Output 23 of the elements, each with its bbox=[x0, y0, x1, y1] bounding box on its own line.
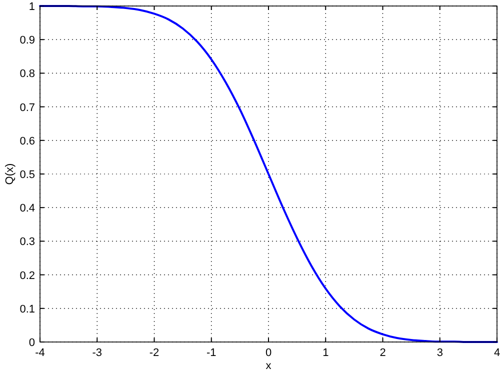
x-tick-label: -4 bbox=[35, 347, 45, 359]
x-tick-label: 0 bbox=[265, 347, 272, 359]
x-tick-label: -3 bbox=[92, 347, 102, 359]
x-tick-label: -1 bbox=[206, 347, 216, 359]
x-tick-label: -2 bbox=[149, 347, 160, 359]
y-tick-label: 0.9 bbox=[20, 34, 35, 47]
y-tick-label: 0.6 bbox=[20, 135, 35, 148]
x-tick-label: 3 bbox=[436, 347, 443, 359]
x-tick-label: 4 bbox=[494, 347, 500, 359]
y-tick-label: 0.3 bbox=[20, 236, 35, 248]
y-tick-label: 0 bbox=[28, 337, 35, 349]
y-tick-label: 0.7 bbox=[20, 102, 35, 114]
line-series bbox=[39, 5, 498, 343]
x-tick-label: 1 bbox=[322, 347, 329, 359]
y-tick-label: 0.8 bbox=[20, 68, 35, 80]
x-tick-label: 2 bbox=[380, 347, 386, 359]
y-tick-label: 0.1 bbox=[20, 303, 35, 316]
x-axis-title: x bbox=[266, 360, 272, 372]
y-tick-label: 0.2 bbox=[20, 270, 35, 282]
y-axis-title: Q(x) bbox=[4, 163, 16, 185]
y-tick-label: 0.5 bbox=[20, 169, 35, 181]
y-tick-label: 1 bbox=[28, 1, 35, 13]
y-tick-label: 0.4 bbox=[20, 202, 35, 215]
